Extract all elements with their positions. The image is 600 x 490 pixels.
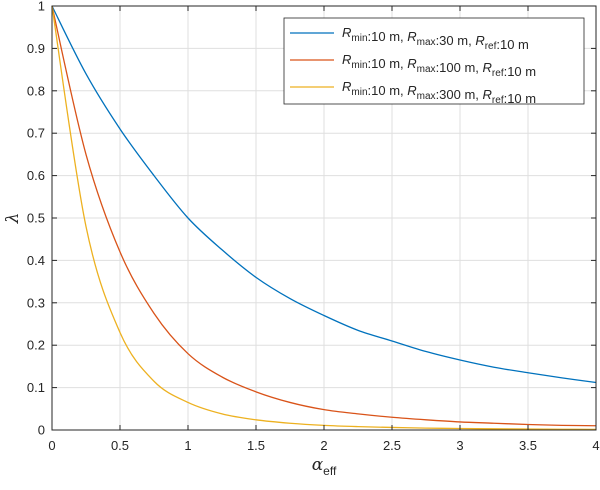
y-tick-label: 0.9 — [27, 41, 45, 56]
x-tick-label: 1 — [184, 438, 191, 453]
legend-box — [283, 17, 585, 105]
series-line-3 — [51, 5, 597, 431]
axis-ticks — [51, 5, 597, 431]
series-group — [51, 5, 597, 431]
x-tick-label: 1.5 — [247, 438, 265, 453]
legend-entry-3: Rmin:10 m, Rmax:300 m, Rref:10 m — [342, 79, 536, 106]
x-tick-label: 2 — [320, 438, 327, 453]
x-tick-label: 0 — [48, 438, 55, 453]
y-tick-label: 0.5 — [27, 211, 45, 226]
y-tick-label: 0.8 — [27, 83, 45, 98]
x-axis-label: αeff — [312, 455, 337, 478]
y-tick-label: 0.7 — [27, 126, 45, 141]
series-line-1 — [51, 5, 597, 384]
tick-labels: 0 0.5 1 1.5 2 2.5 3 3.5 4 0 0.1 0.2 0.3 0.4 0.5 0.6 0.7 0… — [27, 0, 600, 453]
y-axis-label: λ — [3, 213, 23, 225]
y-tick-label: 0.4 — [27, 253, 45, 268]
x-tick-label: 3 — [456, 438, 463, 453]
x-axis-label-subscript: eff — [323, 464, 337, 478]
y-tick-label: 0.6 — [27, 168, 45, 183]
series-line-2 — [51, 5, 597, 427]
y-tick-label: 0.1 — [27, 380, 45, 395]
x-tick-label: 0.5 — [111, 438, 129, 453]
y-tick-label: 1 — [38, 0, 45, 14]
y-tick-label: 0 — [38, 423, 45, 438]
x-tick-label: 2.5 — [383, 438, 401, 453]
legend-entry-2: Rmin:10 m, Rmax:100 m, Rref:10 m — [342, 52, 536, 79]
legend-entry-1: Rmin:10 m, Rmax:30 m, Rref:10 m — [342, 25, 529, 52]
x-tick-label: 4 — [592, 438, 599, 453]
y-tick-label: 0.2 — [27, 338, 45, 353]
x-axis-label-main: α — [312, 455, 324, 475]
x-tick-label: 3.5 — [519, 438, 537, 453]
y-tick-label: 0.3 — [27, 295, 45, 310]
